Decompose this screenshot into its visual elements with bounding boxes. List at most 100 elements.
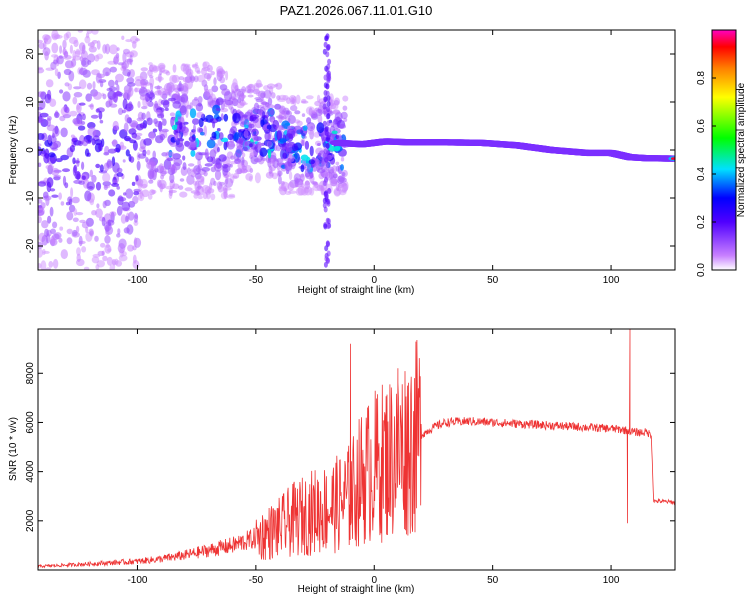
- spectrogram-cell: [288, 115, 296, 124]
- spectrogram-cell: [73, 91, 83, 98]
- spectrogram-cell: [123, 122, 129, 133]
- spectrogram-cell: [322, 120, 327, 127]
- snr-xtick-label: 50: [487, 575, 499, 586]
- spectrogram-cell: [305, 95, 314, 100]
- spectrogram-cell: [179, 105, 187, 116]
- snr-ylabel: SNR (10 * v/v): [8, 417, 19, 481]
- spectrogram-cell: [171, 124, 178, 131]
- spectrogram-cell: [48, 261, 54, 268]
- spectrogram-cell: [294, 110, 301, 115]
- spectrogram-cell: [309, 187, 315, 196]
- spectrogram-cell: [287, 181, 295, 192]
- spectrogram-cell: [207, 95, 214, 106]
- spectrogram-cell: [276, 129, 283, 141]
- spectrogram-cell: [338, 123, 346, 129]
- spectrogram-cell: [190, 170, 197, 178]
- spectrogram-cell: [38, 162, 42, 168]
- spectrogram-cell: [107, 148, 117, 154]
- spectrogram-cell: [47, 116, 52, 121]
- spectrogram-cell: [59, 226, 64, 231]
- spectrogram-cell: [294, 184, 299, 188]
- spectrogram-cell: [135, 38, 140, 42]
- spectrogram-cell: [96, 260, 106, 268]
- spectrogram-cell: [165, 151, 175, 156]
- spectrogram-noise-layer: [38, 30, 350, 270]
- spectrogram-cell: [174, 91, 181, 100]
- spectrogram-cell: [218, 154, 227, 162]
- colorbar-ticks: 0.0 0.2 0.4 0.6 0.8: [696, 71, 716, 277]
- spectrogram-cell: [44, 51, 49, 61]
- colorbar-tick-label: 0.4: [696, 167, 707, 181]
- spectrogram-cell: [226, 195, 236, 199]
- spectrogram-cell: [38, 116, 45, 124]
- spectrogram-cell: [304, 180, 310, 186]
- spectrogram-cell: [304, 140, 310, 150]
- spectrogram-cell: [69, 145, 75, 153]
- spectrogram-cell: [60, 154, 69, 161]
- spectrogram-xtick-label: -100: [127, 275, 147, 286]
- spectrogram-cell: [100, 242, 106, 248]
- spectrogram-cell: [323, 148, 328, 155]
- spectrogram-cell: [109, 103, 118, 108]
- spectrogram-cell: [150, 90, 154, 95]
- spectrogram-cell: [204, 163, 213, 167]
- spectrogram-cell: [278, 105, 286, 114]
- spectrogram-cell: [211, 85, 219, 93]
- snr-panel: -100 -50 0 50 100 2000 4000 6000 8000 Height of…: [8, 328, 676, 595]
- spectrogram-cell: [127, 71, 131, 78]
- spectrogram-cell: [128, 101, 133, 109]
- spectrogram-track-cell: [670, 157, 675, 160]
- spectrogram-cell: [126, 224, 134, 235]
- spectrogram-cell: [105, 243, 111, 248]
- spectrogram-cell: [56, 55, 64, 65]
- spectrogram-cell: [249, 151, 255, 158]
- spectrogram-cell: [161, 152, 168, 157]
- spectrogram-cell: [280, 145, 288, 151]
- spectrogram-cell: [255, 91, 261, 97]
- spectrogram-cell: [241, 86, 247, 94]
- spectrogram-cell: [96, 107, 105, 113]
- spectrogram-cell: [82, 113, 86, 121]
- spectrogram-cell: [143, 138, 153, 146]
- spectrogram-cell: [190, 149, 196, 157]
- spectrogram-cell: [301, 113, 306, 117]
- spectrogram-cell: [166, 157, 173, 161]
- spectrogram-cell: [145, 92, 150, 102]
- spectrogram-cell: [94, 235, 99, 242]
- spectrogram-cell: [322, 197, 327, 204]
- spectrogram-cell: [138, 86, 148, 97]
- spectrogram-cell: [259, 147, 268, 157]
- spectrogram-cell: [276, 95, 281, 101]
- spectrogram-xtick-label: 0: [371, 275, 377, 286]
- spectrogram-cell: [325, 90, 330, 97]
- spectrogram-cell: [95, 181, 102, 191]
- spectrogram-cell: [178, 80, 182, 92]
- spectrogram-ytick-label: 20: [25, 48, 36, 60]
- spectrogram-cell: [276, 158, 284, 163]
- spectrogram-cell: [220, 113, 224, 121]
- spectrogram-cell: [101, 250, 105, 256]
- spectrogram-cell: [262, 102, 270, 111]
- spectrogram-cell: [223, 187, 228, 199]
- spectrogram-cell: [58, 237, 63, 243]
- spectrogram-cell: [238, 137, 247, 148]
- spectrogram-cell: [84, 35, 91, 44]
- spectrogram-cell: [38, 133, 45, 140]
- snr-ytick-label: 8000: [25, 362, 36, 385]
- spectrogram-cell: [112, 260, 116, 270]
- spectrogram-cell: [96, 53, 104, 60]
- colorbar-tick-label: 0.2: [696, 215, 707, 229]
- spectrogram-cell: [83, 266, 90, 270]
- spectrogram-cell: [327, 58, 332, 65]
- spectrogram-cell: [295, 94, 301, 105]
- spectrogram-cell: [49, 188, 56, 192]
- spectrogram-cell: [327, 187, 332, 194]
- snr-series-line: [38, 329, 675, 569]
- spectrogram-cell: [311, 112, 318, 119]
- spectrogram-cell: [107, 219, 112, 227]
- spectrogram-cell: [169, 74, 178, 84]
- spectrogram-cell: [155, 109, 162, 114]
- spectrogram-cell: [86, 181, 95, 191]
- spectrogram-cell: [131, 181, 136, 186]
- spectrogram-cell: [132, 195, 139, 205]
